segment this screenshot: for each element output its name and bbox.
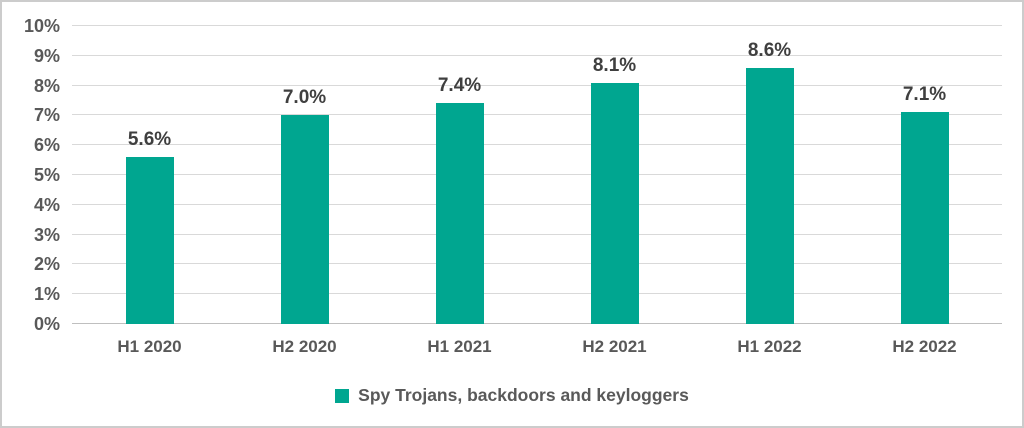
x-axis-tick-label: H1 2021 (427, 337, 492, 356)
bar (900, 112, 949, 324)
bar (590, 82, 639, 324)
y-axis-tick-label: 2% (33, 254, 60, 275)
gridline (72, 233, 1002, 235)
gridline (72, 25, 1002, 26)
x-axis-tick-label: H1 2020 (117, 337, 182, 356)
gridline (72, 263, 1002, 265)
bar-value-label: 8.1% (592, 54, 637, 76)
y-axis-tick-label: 9% (33, 45, 60, 66)
bar (435, 103, 484, 324)
bar-value-label: 8.6% (747, 39, 792, 61)
gridline (72, 174, 1002, 175)
y-axis-tick-label: 0% (33, 314, 60, 334)
legend-label: Spy Trojans, backdoors and keyloggers (358, 385, 689, 405)
gridline (72, 323, 1002, 324)
bar-value-label: 7.1% (902, 84, 947, 106)
y-axis-tick-label: 3% (33, 224, 60, 245)
gridline (72, 144, 1002, 146)
y-axis-tick-label: 8% (33, 75, 60, 96)
y-axis-tick-label: 6% (33, 135, 60, 156)
y-axis-tick-label: 7% (33, 105, 60, 126)
legend-swatch-icon (335, 388, 350, 403)
gridline (72, 54, 1002, 56)
y-axis-tick-label: 4% (33, 194, 60, 215)
gridline (72, 84, 1002, 86)
gridline (72, 203, 1002, 205)
bar (125, 157, 174, 324)
gridline (72, 114, 1002, 116)
x-axis-tick-label: H2 2022 (892, 337, 957, 356)
bar (745, 67, 794, 324)
bar-value-label: 5.6% (127, 129, 172, 151)
y-axis-tick-label: 1% (33, 284, 60, 305)
bar-value-label: 7.4% (437, 75, 482, 97)
x-axis-tick-label: H2 2020 (272, 337, 337, 356)
x-axis-tick-label: H2 2021 (582, 337, 647, 356)
legend: Spy Trojans, backdoors and keyloggers (2, 385, 1022, 406)
bar-value-label: 7.0% (282, 87, 327, 109)
y-axis-tick-label: 10% (23, 16, 60, 36)
plot-area: 5.6% 7.0% 7.4% 8.1% 8.6% 7.1% (72, 25, 1002, 324)
gridline (72, 293, 1002, 295)
bar (280, 115, 329, 324)
x-axis-tick-label: H1 2022 (737, 337, 802, 356)
y-axis-tick-label: 5% (33, 165, 60, 185)
